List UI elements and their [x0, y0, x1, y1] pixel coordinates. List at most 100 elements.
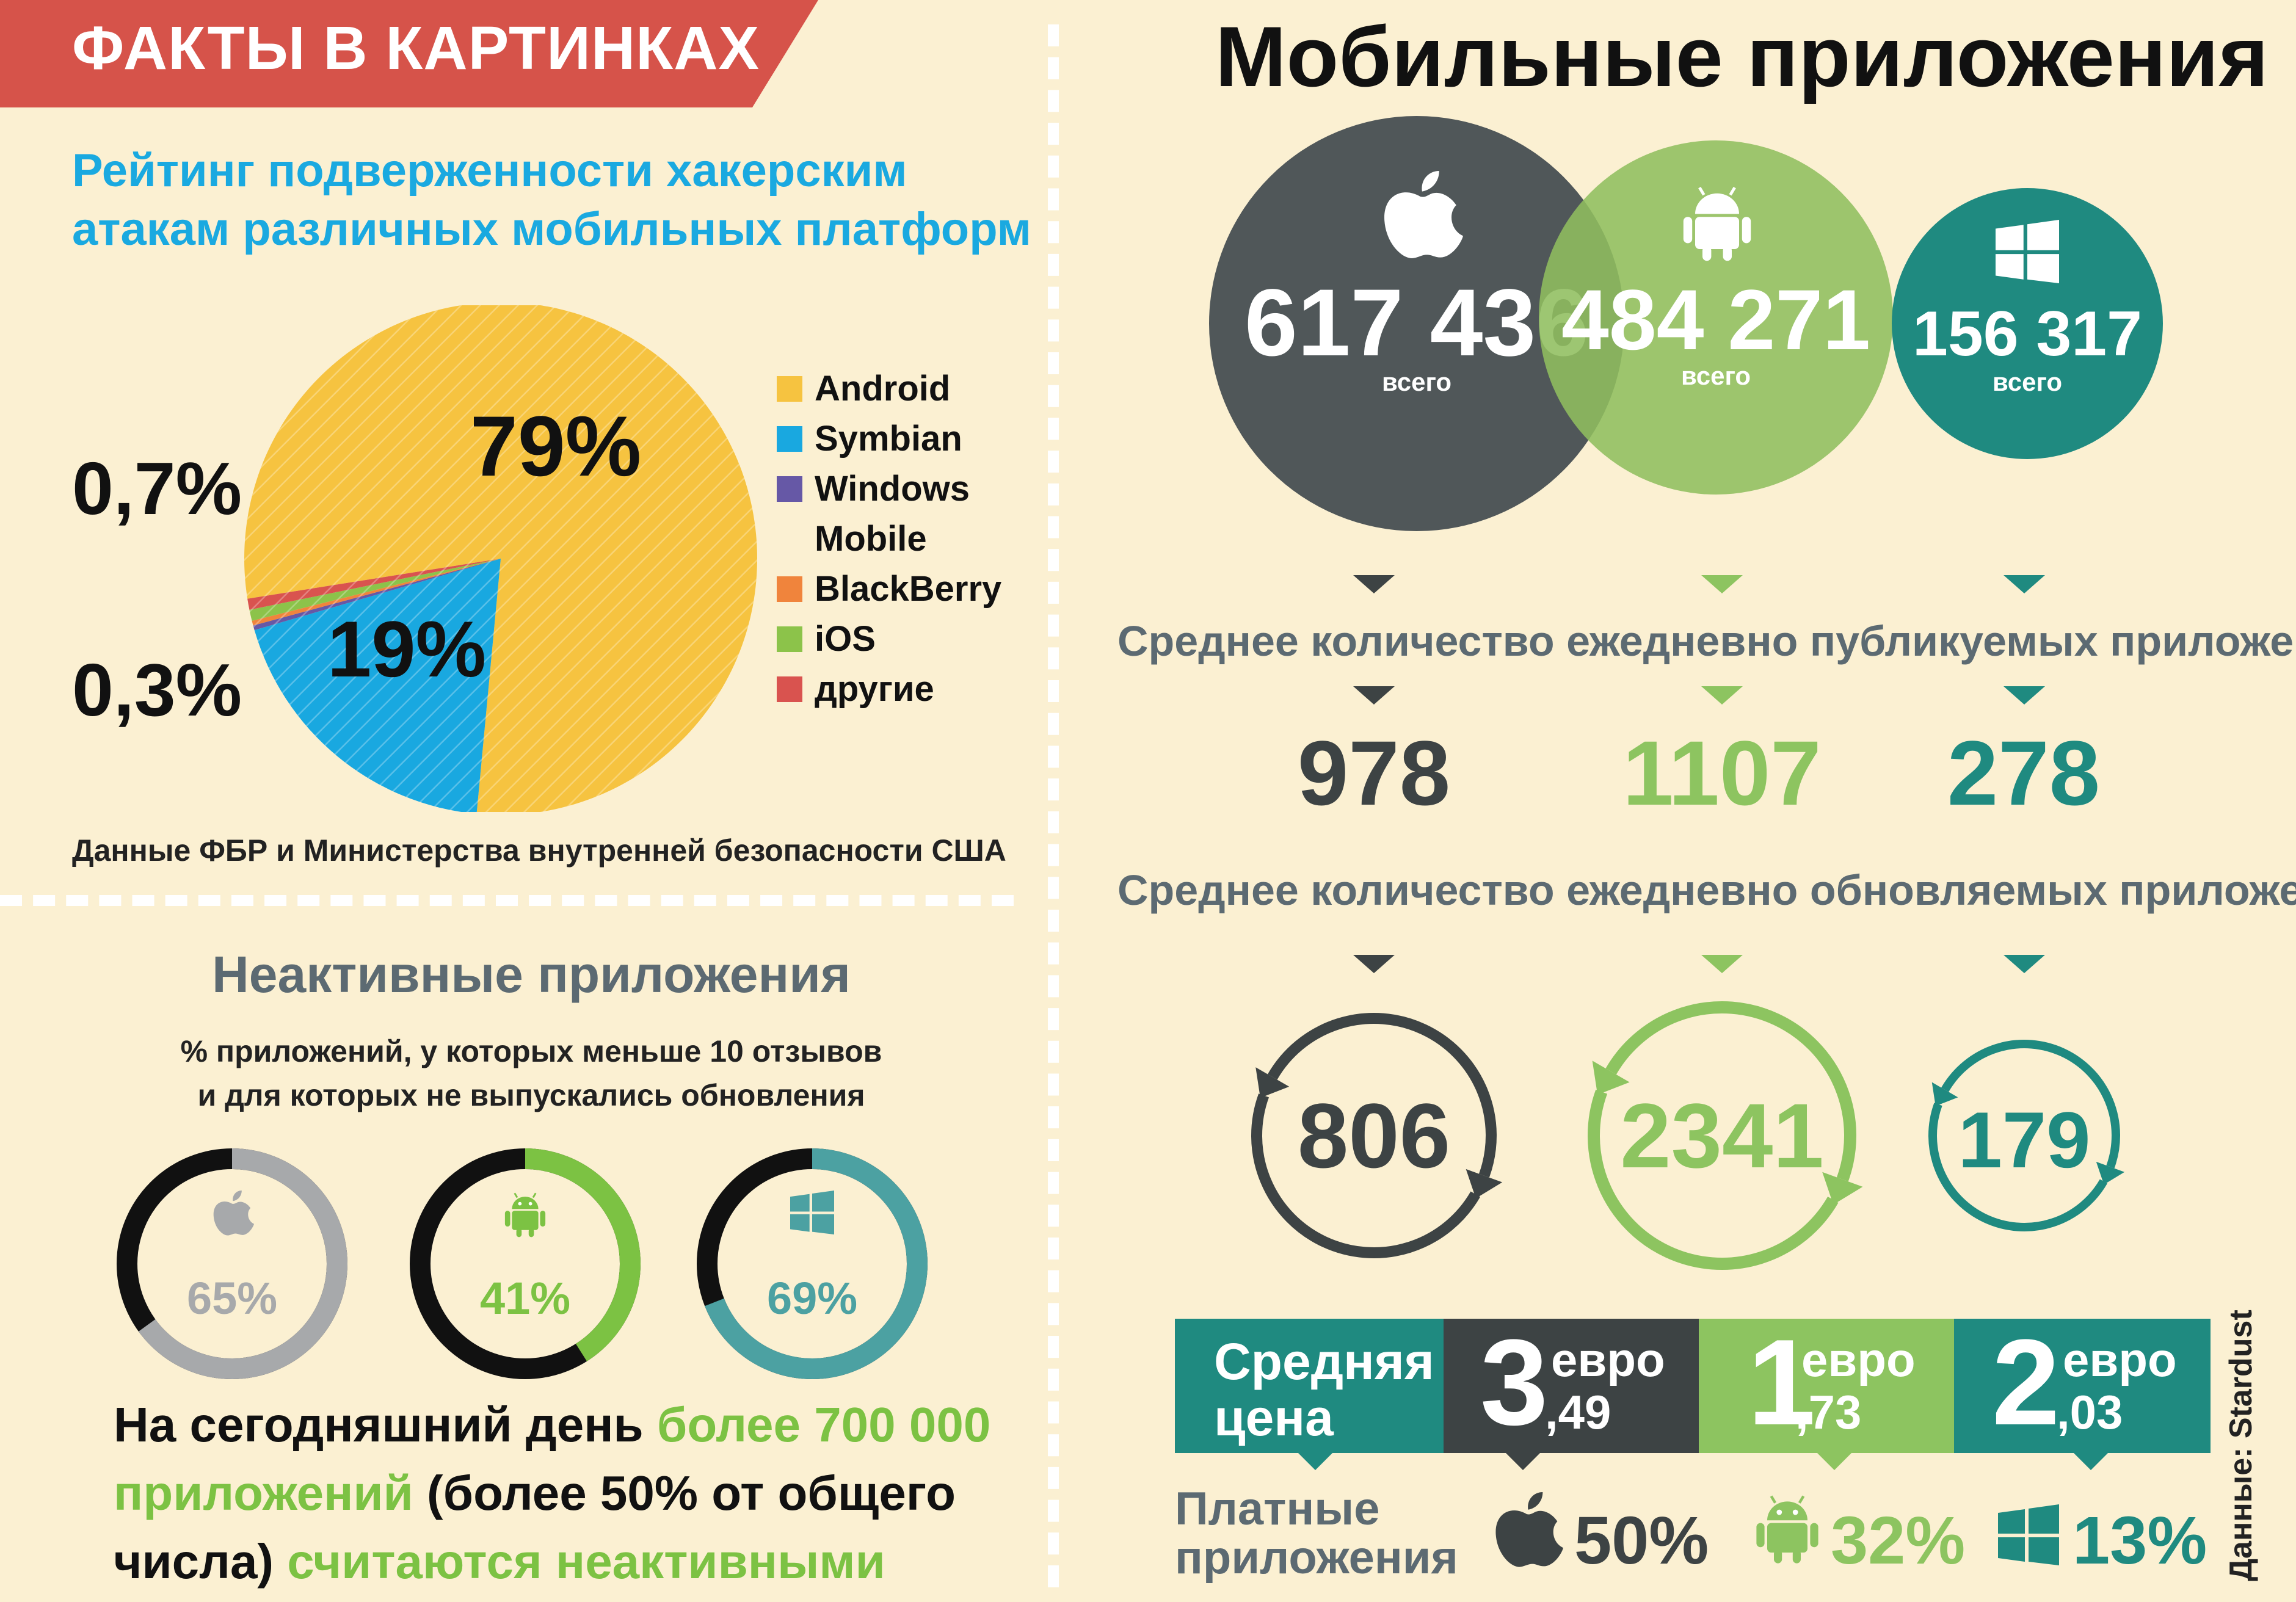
summary-text-1: На сегодняшний день [114, 1397, 657, 1452]
pie-legend: Android Symbian Windows Mobile BlackBerry iOS… [777, 364, 1001, 714]
ring-value-android [410, 1148, 641, 1379]
price-label-line1: Средняя [1214, 1333, 1434, 1390]
ring-label-android: 41% [480, 1273, 570, 1324]
total-word-android: всего [1681, 361, 1751, 390]
marker-top-windows [2004, 575, 2045, 593]
price-windows-currency: евро [2063, 1333, 2177, 1386]
marker-update-windows [2004, 955, 2045, 973]
price-label: Средняя цена [1214, 1333, 1434, 1446]
summary-highlight-1: более 700 000 приложений [114, 1397, 991, 1520]
updated-value-android: 2341 [1620, 1084, 1824, 1187]
legend-label: BlackBerry [815, 569, 1002, 609]
pie-title: Рейтинг подверженности хакерским атакам … [72, 142, 1031, 259]
published-title: Среднее количество ежедневно публикуемых… [1117, 617, 2296, 665]
total-circle-windows [1892, 188, 2163, 459]
total-word-windows: всего [1993, 368, 2062, 396]
ring-windows-icon [790, 1191, 834, 1234]
cycle-arrow-right-android [1822, 1172, 1863, 1205]
ring-label-apple: 65% [187, 1273, 277, 1324]
cycle-arc-bottom-android [1588, 1089, 1839, 1270]
horizontal-divider [0, 895, 1014, 906]
marker-top-android [1701, 575, 1743, 593]
marker-mid-windows [2004, 686, 2045, 705]
vertical-divider [1048, 24, 1059, 1587]
legend-item-android: Android [777, 364, 1001, 414]
pie-chart [244, 305, 757, 812]
total-circle-android [1539, 140, 1893, 495]
marker-top-apple [1353, 575, 1395, 593]
cycle-arc-top-windows [1941, 1040, 2120, 1169]
inactive-title: Неактивные приложения [212, 946, 851, 1003]
price-apple-cell: 3 евро ,49 [1444, 1314, 1699, 1453]
ring-value-apple [117, 1148, 347, 1379]
data-credit: Данные: Stardust [2223, 1310, 2259, 1581]
total-word-apple: всего [1382, 368, 1451, 396]
inactive-subtitle-line1: % приложений, у которых меньше 10 отзыво… [180, 1034, 882, 1068]
cycle-arc-top-apple [1267, 1013, 1497, 1178]
pie-title-line2: атакам различных мобильных платформ [72, 203, 1031, 255]
marker-update-android [1701, 955, 1743, 973]
legend-item-symbian: Symbian [777, 414, 1001, 464]
price-label-cell: Средняя цена [1175, 1319, 1444, 1453]
price-android-currency: евро [1801, 1333, 1916, 1386]
marker-mid-apple [1353, 686, 1395, 705]
cycle-arrow-right-apple [1466, 1169, 1503, 1198]
pie-label-small-03: 0,3% [72, 648, 242, 731]
cycle-arc-bottom-apple [1251, 1093, 1481, 1258]
published-windows: 278 [1947, 722, 2101, 824]
legend-swatch [777, 626, 802, 652]
price-apple-dec: ,49 [1545, 1385, 1611, 1439]
cycle-arrow-top-android [1592, 1060, 1630, 1095]
total-value-windows: 156 317 [1913, 299, 2142, 369]
updated-value-windows: 179 [1958, 1095, 2091, 1184]
pie-label-symbian: 19% [327, 604, 487, 694]
paid-icons [1495, 1492, 2059, 1567]
price-label-line2: цена [1214, 1389, 1334, 1446]
paid-android-icon [1756, 1495, 1818, 1564]
marker-mid-android [1701, 686, 1743, 705]
published-android: 1107 [1622, 722, 1822, 824]
inactive-subtitle-line2: и для которых не выпускались обновления [197, 1078, 865, 1112]
pie-title-line1: Рейтинг подверженности хакерским [72, 145, 907, 197]
ring-android-icon [504, 1192, 546, 1238]
paid-label: Платные приложения [1175, 1485, 1458, 1582]
legend-item-другие: другие [777, 664, 1001, 714]
price-windows-int: 2 [1992, 1314, 2060, 1451]
total-apple-icon [1384, 171, 1463, 259]
pointer-android [1816, 1452, 1853, 1470]
summary-highlight-2: считаются неактивными [287, 1534, 885, 1589]
price-android-dec: ,73 [1795, 1385, 1862, 1439]
banner-shape [0, 0, 818, 107]
legend-label: Windows Mobile [815, 469, 970, 559]
legend-item-ios: iOS [777, 614, 1001, 664]
pointer-label [1297, 1452, 1334, 1470]
total-circle-apple [1209, 116, 1624, 531]
ring-value-windows [697, 1148, 928, 1379]
inactive-subtitle: % приложений, у которых меньше 10 отзыво… [0, 1029, 1063, 1117]
pointer-windows [2073, 1452, 2109, 1470]
price-android-int: 1 [1748, 1314, 1816, 1451]
legend-item-blackberry: BlackBerry [777, 564, 1001, 614]
ring-label-windows: 69% [767, 1273, 857, 1324]
pie-source: Данные ФБР и Министерства внутренней без… [72, 833, 1006, 868]
total-android-icon [1683, 186, 1751, 261]
cycle-arrow-top-windows [1931, 1082, 1958, 1106]
summary-text-2: (более 50% от общего числа) [114, 1466, 956, 1589]
cycle-arc-bottom-windows [1928, 1103, 2107, 1231]
legend-label: Symbian [815, 419, 962, 458]
legend-swatch [777, 476, 802, 502]
paid-label-line1: Платные [1175, 1483, 1380, 1535]
legend-swatch [777, 426, 802, 452]
banner-title: ФАКТЫ В КАРТИНКАХ [72, 14, 760, 82]
legend-label: Android [815, 369, 951, 408]
cycle-arc-top-android [1605, 1001, 1857, 1182]
paid-windows: 13% [2073, 1503, 2207, 1578]
legend-label: iOS [815, 619, 876, 659]
published-apple: 978 [1297, 722, 1451, 824]
update-cycles: 806 2341 179 [1251, 955, 2125, 1270]
price-apple-int: 3 [1480, 1314, 1549, 1451]
updated-title: Среднее количество ежедневно обновляемых… [1117, 866, 2296, 914]
pie-label-small-07: 0,7% [72, 447, 242, 530]
pie-label-android: 79% [470, 398, 642, 494]
arrow-markers [1353, 575, 2045, 705]
